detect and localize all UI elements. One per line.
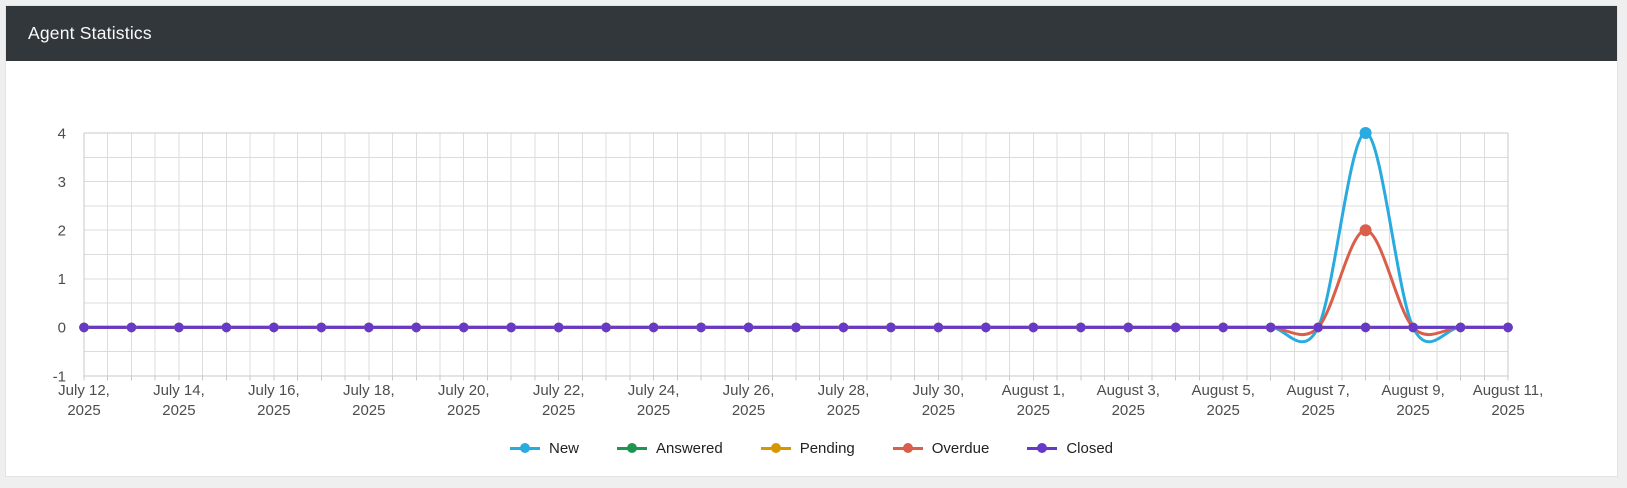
x-axis-label-date: August 9, — [1381, 382, 1444, 399]
data-point-closed — [838, 322, 849, 333]
agent-statistics-card: Agent Statistics -1 0 1 2 3 4 July 12, 2025 July… — [5, 5, 1618, 477]
x-axis-label-year: 2025 — [922, 402, 955, 419]
legend-line-marker-overdue — [892, 443, 923, 453]
legend-dot-icon — [902, 443, 913, 453]
data-point-closed — [601, 322, 611, 333]
x-axis-label-year: 2025 — [1491, 402, 1524, 419]
data-point-closed — [174, 322, 184, 333]
legend-dot-icon — [627, 443, 637, 453]
y-axis-label: -1 — [53, 368, 66, 385]
data-point-closed — [1218, 322, 1228, 333]
data-point-closed — [1028, 322, 1039, 333]
data-point-closed — [1076, 322, 1086, 333]
y-axis-label: 2 — [58, 223, 66, 240]
data-point-closed — [696, 322, 706, 333]
x-axis-label-date: July 24, — [628, 382, 680, 399]
x-axis-label-date: August 1, — [1002, 382, 1065, 399]
legend-line-marker-answered — [617, 443, 647, 453]
data-point-closed — [126, 322, 137, 333]
line-chart: -1 0 1 2 3 4 July 12, 2025 July 14, 2025 July 16, 2… — [53, 125, 1544, 419]
y-axis-label: 0 — [58, 320, 66, 337]
data-point-closed — [1360, 322, 1371, 333]
x-axis-label-year: 2025 — [637, 402, 670, 419]
data-point-closed — [648, 322, 659, 333]
legend-item-pending[interactable]: Pending — [760, 439, 855, 457]
data-point-closed — [458, 322, 469, 333]
x-axis-label-date: July 18, — [343, 382, 395, 399]
chart-legend: New Answered Pending Overdue Closed — [6, 435, 1617, 461]
x-axis-label-date: July 20, — [438, 382, 490, 399]
data-point-closed — [79, 322, 89, 333]
x-axis-label-date: July 28, — [818, 382, 870, 399]
x-axis-label-year: 2025 — [352, 402, 385, 419]
x-axis-label-year: 2025 — [162, 402, 195, 419]
data-point-closed — [269, 322, 279, 333]
x-axis-label-date: August 7, — [1286, 382, 1349, 399]
x-axis-label-date: August 11, — [1473, 382, 1544, 399]
x-axis-label-date: July 14, — [153, 382, 205, 399]
legend-item-new[interactable]: New — [509, 439, 579, 457]
data-point-closed — [364, 322, 374, 333]
x-axis-label-year: 2025 — [542, 402, 575, 419]
x-axis-label-year: 2025 — [67, 402, 100, 419]
legend-dot-icon — [1037, 443, 1048, 453]
data-point-new — [1359, 127, 1372, 139]
data-point-closed — [981, 322, 991, 333]
legend-dot-icon — [770, 443, 781, 453]
legend-label-pending: Pending — [799, 439, 855, 457]
legend-item-overdue[interactable]: Overdue — [892, 439, 990, 457]
data-point-closed — [743, 322, 754, 333]
legend-dot-icon — [519, 443, 530, 453]
x-axis-label-date: July 16, — [248, 382, 300, 399]
legend-label-answered: Answered — [656, 439, 723, 457]
page-title: Agent Statistics — [28, 23, 152, 43]
x-axis-label-year: 2025 — [1396, 402, 1429, 419]
x-axis-label-year: 2025 — [827, 402, 860, 419]
x-axis-label-date: August 3, — [1097, 382, 1160, 399]
data-point-closed — [316, 322, 327, 333]
y-axis-label: 3 — [58, 174, 66, 191]
legend-label-new: New — [548, 439, 579, 457]
card-header: Agent Statistics — [6, 6, 1617, 61]
data-point-closed — [791, 322, 801, 333]
x-axis-label-year: 2025 — [1301, 402, 1334, 419]
data-point-closed — [1503, 322, 1513, 333]
x-axis-label-date: July 26, — [723, 382, 775, 399]
data-point-closed — [1408, 322, 1418, 333]
data-point-overdue — [1359, 224, 1372, 237]
x-axis-label-year: 2025 — [732, 402, 765, 419]
x-axis-label-year: 2025 — [257, 402, 290, 419]
x-axis-label-year: 2025 — [1112, 402, 1145, 419]
y-axis-label: 4 — [58, 125, 66, 142]
data-point-closed — [411, 322, 422, 333]
x-axis-label-year: 2025 — [1207, 402, 1240, 419]
y-axis-label: 1 — [58, 271, 66, 288]
data-point-closed — [1313, 322, 1323, 333]
data-point-closed — [1455, 322, 1466, 333]
data-point-closed — [933, 322, 944, 333]
data-point-closed — [886, 322, 896, 333]
legend-line-marker-new — [509, 443, 540, 453]
legend-line-marker-pending — [760, 443, 791, 453]
x-axis-label-date: July 12, — [58, 382, 110, 399]
legend-label-closed: Closed — [1066, 439, 1114, 457]
legend-item-answered[interactable]: Answered — [617, 440, 723, 457]
x-axis-label-year: 2025 — [447, 402, 480, 419]
x-axis-label-year: 2025 — [1017, 402, 1050, 419]
data-point-closed — [1170, 322, 1181, 333]
data-point-closed — [1265, 322, 1276, 333]
x-axis-label-date: August 5, — [1192, 382, 1255, 399]
chart-area: -1 0 1 2 3 4 July 12, 2025 July 14, 2025 July 16, 2… — [6, 61, 1617, 477]
x-axis-label-date: July 22, — [533, 382, 585, 399]
legend-label-overdue: Overdue — [931, 439, 990, 457]
data-point-closed — [1123, 322, 1134, 333]
legend-item-closed[interactable]: Closed — [1027, 440, 1113, 457]
plot-border — [83, 132, 1509, 377]
data-point-closed — [553, 322, 564, 333]
x-axis-label-date: July 30, — [913, 382, 965, 399]
legend-line-marker-closed — [1027, 443, 1058, 453]
data-point-closed — [221, 322, 232, 333]
data-point-closed — [506, 322, 516, 333]
